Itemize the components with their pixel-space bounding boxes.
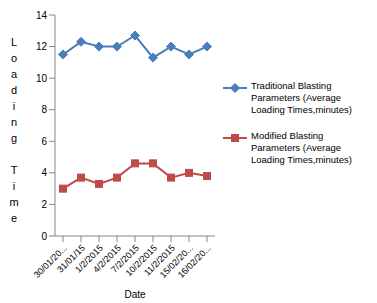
svg-text:0: 0 [41,231,47,242]
svg-text:14: 14 [36,10,48,21]
svg-text:1/2/2015: 1/2/2015 [73,242,105,275]
svg-text:15/02/20...: 15/02/20... [157,242,195,280]
svg-text:8: 8 [41,104,47,115]
svg-text:4/2/2015: 4/2/2015 [91,242,123,275]
html-text:Modified Blasting Parameters (: Modified Blasting Parameters (Average Lo… [251,130,352,165]
svg-text:16/02/20...: 16/02/20... [176,243,213,280]
html-text:Loading Time: Loading Time [8,36,20,228]
svg-text:2: 2 [41,199,47,210]
svg-text:12: 12 [36,41,48,52]
svg-text:11/2/2015: 11/2/2015 [142,242,177,278]
html-text:Traditional Blasting Parameter: Traditional Blasting Parameters (Average… [251,80,352,115]
svg-text:6: 6 [41,136,47,147]
svg-text:10/2/2015: 10/2/2015 [123,242,159,279]
svg-text:4: 4 [41,167,47,178]
svg-text:10: 10 [36,73,48,84]
svg-text:7/2/2015: 7/2/2015 [109,242,141,275]
svg-text:Date: Date [124,289,146,300]
svg-text:31/01/15: 31/01/15 [55,242,87,275]
svg-text:30/01/20...: 30/01/20... [31,242,69,280]
